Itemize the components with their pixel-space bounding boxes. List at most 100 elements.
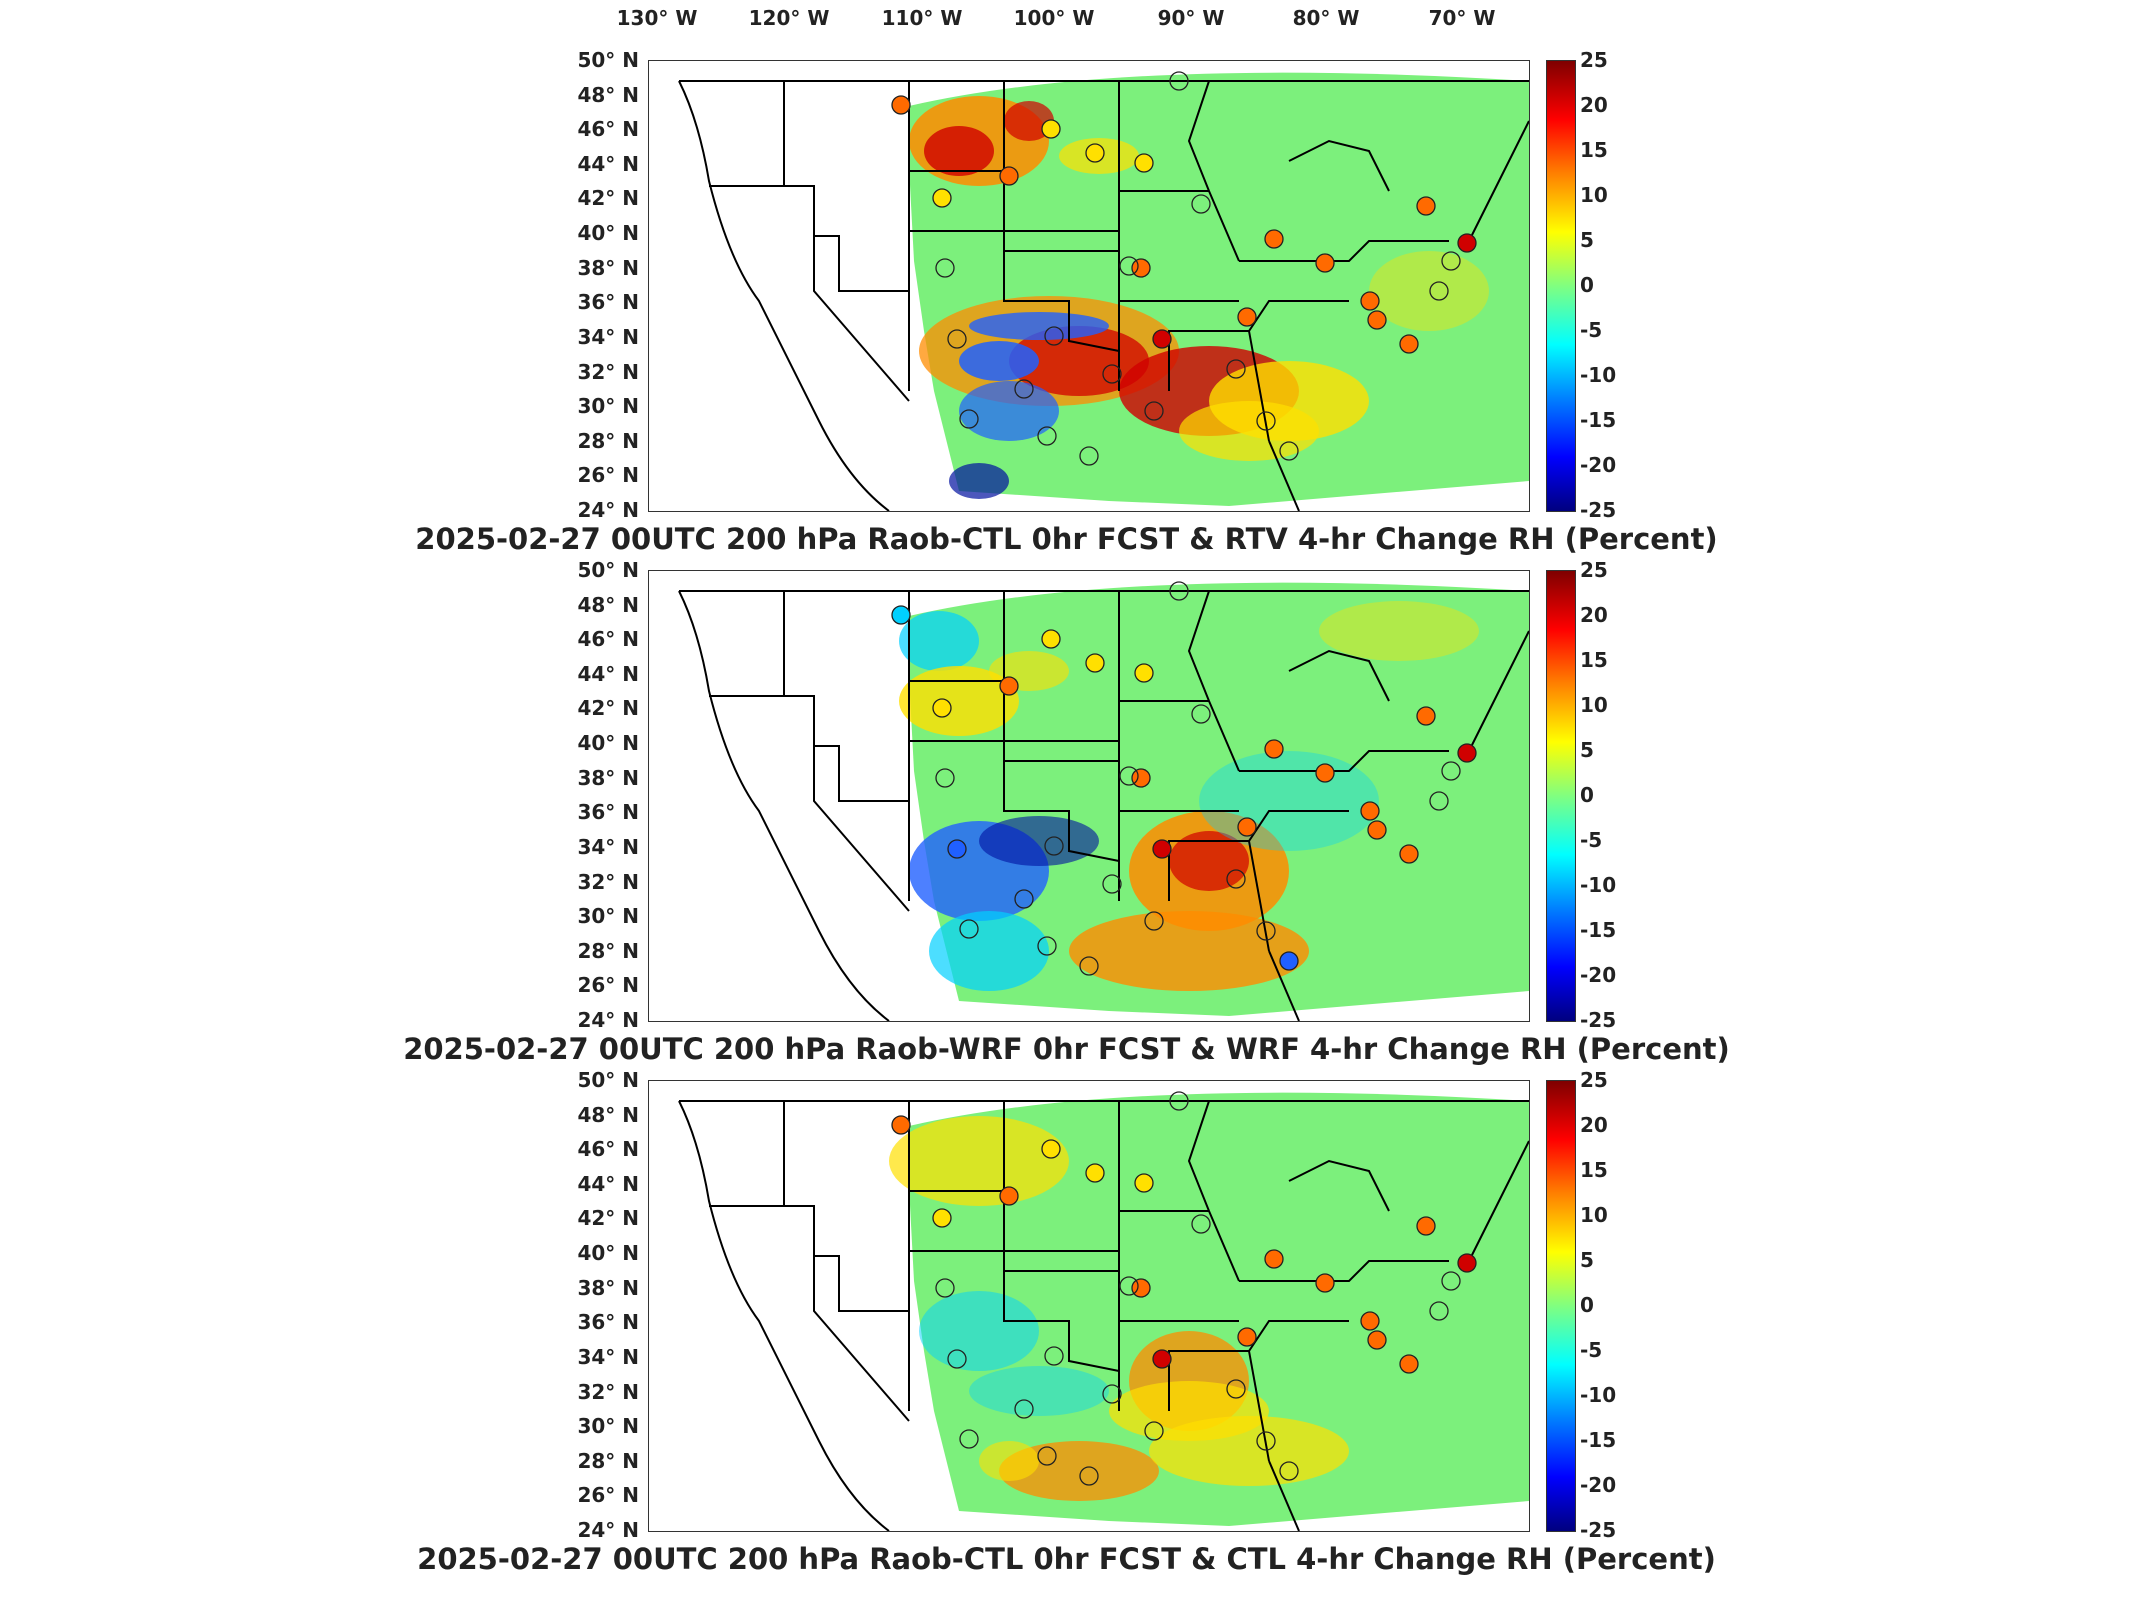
raob-station-marker <box>1152 329 1172 349</box>
lat-label: 44° N <box>577 151 639 176</box>
lat-label: 42° N <box>577 1206 639 1231</box>
lat-label: 48° N <box>577 592 639 617</box>
raob-station-marker <box>999 166 1019 186</box>
lat-label: 36° N <box>577 290 639 315</box>
lat-label: 28° N <box>577 428 639 453</box>
lat-label: 24° N <box>577 1518 639 1542</box>
raob-station-marker <box>1360 801 1380 821</box>
raob-station-marker <box>1279 441 1299 461</box>
colorbar-tick-label: -20 <box>1580 1473 1617 1497</box>
map-svg-3 <box>678 1091 1529 1531</box>
lat-label: 50° N <box>577 1068 639 1092</box>
colorbar-tick-label: 15 <box>1580 648 1608 672</box>
lat-label: 32° N <box>577 869 639 894</box>
lat-label: 42° N <box>577 186 639 211</box>
lat-label: 50° N <box>577 558 639 582</box>
raob-station-marker <box>935 1278 955 1298</box>
raob-station-marker <box>1102 1384 1122 1404</box>
lat-label: 32° N <box>577 1379 639 1404</box>
raob-station-marker <box>935 768 955 788</box>
raob-station-marker <box>1085 1163 1105 1183</box>
lon-label-90w: 90° W <box>1157 6 1225 30</box>
lat-label: 38° N <box>577 255 639 280</box>
raob-station-marker <box>1399 334 1419 354</box>
raob-station-marker <box>1014 379 1034 399</box>
raob-station-marker <box>1119 766 1139 786</box>
raob-station-marker <box>891 1115 911 1135</box>
raob-station-marker <box>1169 581 1189 601</box>
colorbar-tick-label: 10 <box>1580 183 1608 207</box>
map-panel-1: 25 20 15 10 5 0 -5 -10 -15 -20 -25 50° N 48° N 46° N… <box>0 50 2133 560</box>
raob-station-marker <box>1279 1461 1299 1481</box>
map-frame-1 <box>648 60 1530 512</box>
raob-station-marker <box>1041 1139 1061 1159</box>
colorbar-2 <box>1546 570 1576 1022</box>
raob-station-marker <box>999 676 1019 696</box>
raob-station-marker <box>1014 1399 1034 1419</box>
colorbar-tick-label: 5 <box>1580 738 1594 762</box>
lat-label: 48° N <box>577 1102 639 1127</box>
map-panel-2: 25 20 15 10 5 0 -5 -10 -15 -20 -25 50° N 48° N 46° N… <box>0 560 2133 1070</box>
raob-station-marker <box>947 329 967 349</box>
map-frame-2 <box>648 570 1530 1022</box>
raob-station-marker <box>1191 1214 1211 1234</box>
raob-station-marker <box>1131 768 1151 788</box>
colorbar-tick-label: 25 <box>1580 558 1608 582</box>
raob-station-marker <box>1079 446 1099 466</box>
panel-title-3: 2025-02-27 00UTC 200 hPa Raob-CTL 0hr FC… <box>417 1542 1716 1576</box>
colorbar-tick-label: 0 <box>1580 1293 1594 1317</box>
raob-station-marker <box>1134 663 1154 683</box>
lat-label: 40° N <box>577 221 639 246</box>
colorbar-3 <box>1546 1080 1576 1532</box>
lat-label: 34° N <box>577 834 639 859</box>
raob-station-marker <box>1134 153 1154 173</box>
colorbar-tick-label: 20 <box>1580 1113 1608 1137</box>
raob-station-marker <box>1256 411 1276 431</box>
lat-label: 30° N <box>577 1414 639 1439</box>
raob-station-marker <box>1131 258 1151 278</box>
colorbar-tick-label: -15 <box>1580 1428 1617 1452</box>
raob-station-marker <box>1144 911 1164 931</box>
lat-label: 36° N <box>577 1310 639 1335</box>
raob-station-marker <box>935 258 955 278</box>
raob-station-marker <box>1044 1346 1064 1366</box>
raob-station-marker <box>1044 836 1064 856</box>
lon-label-100w: 100° W <box>1013 6 1095 30</box>
raob-station-marker <box>1119 1276 1139 1296</box>
lat-label: 40° N <box>577 1241 639 1266</box>
lon-label-80w: 80° W <box>1292 6 1360 30</box>
lon-label-120w: 120° W <box>748 6 830 30</box>
raob-station-marker <box>1315 763 1335 783</box>
lat-label: 26° N <box>577 463 639 488</box>
raob-station-marker <box>959 409 979 429</box>
raob-station-marker <box>1226 1379 1246 1399</box>
colorbar-tick-label: -5 <box>1580 318 1603 342</box>
lat-label: 42° N <box>577 696 639 721</box>
colorbar-tick-label: 20 <box>1580 93 1608 117</box>
raob-station-marker <box>1152 839 1172 859</box>
lat-label: 34° N <box>577 324 639 349</box>
colorbar-tick-label: -20 <box>1580 963 1617 987</box>
colorbar-tick-label: 10 <box>1580 693 1608 717</box>
raob-station-marker <box>1315 253 1335 273</box>
raob-station-marker <box>1416 706 1436 726</box>
raob-station-marker <box>891 605 911 625</box>
lat-label: 28° N <box>577 938 639 963</box>
raob-station-marker <box>1044 326 1064 346</box>
raob-station-marker <box>1102 874 1122 894</box>
colorbar-tick-label: -5 <box>1580 828 1603 852</box>
colorbar-tick-label: 15 <box>1580 1158 1608 1182</box>
panel-title-2: 2025-02-27 00UTC 200 hPa Raob-WRF 0hr FC… <box>403 1032 1730 1066</box>
raob-station-marker <box>1399 1354 1419 1374</box>
raob-station-marker <box>1457 233 1477 253</box>
lat-label: 46° N <box>577 1137 639 1162</box>
colorbar-tick-label: 15 <box>1580 138 1608 162</box>
raob-station-marker <box>1144 1421 1164 1441</box>
raob-station-marker <box>1441 251 1461 271</box>
lat-label: 46° N <box>577 627 639 652</box>
raob-station-marker <box>1085 143 1105 163</box>
raob-station-marker <box>1144 401 1164 421</box>
colorbar-tick-label: -10 <box>1580 873 1617 897</box>
map-panel-3: 25 20 15 10 5 0 -5 -10 -15 -20 -25 50° N 48° N 46° N… <box>0 1070 2133 1580</box>
raob-station-marker <box>1360 291 1380 311</box>
